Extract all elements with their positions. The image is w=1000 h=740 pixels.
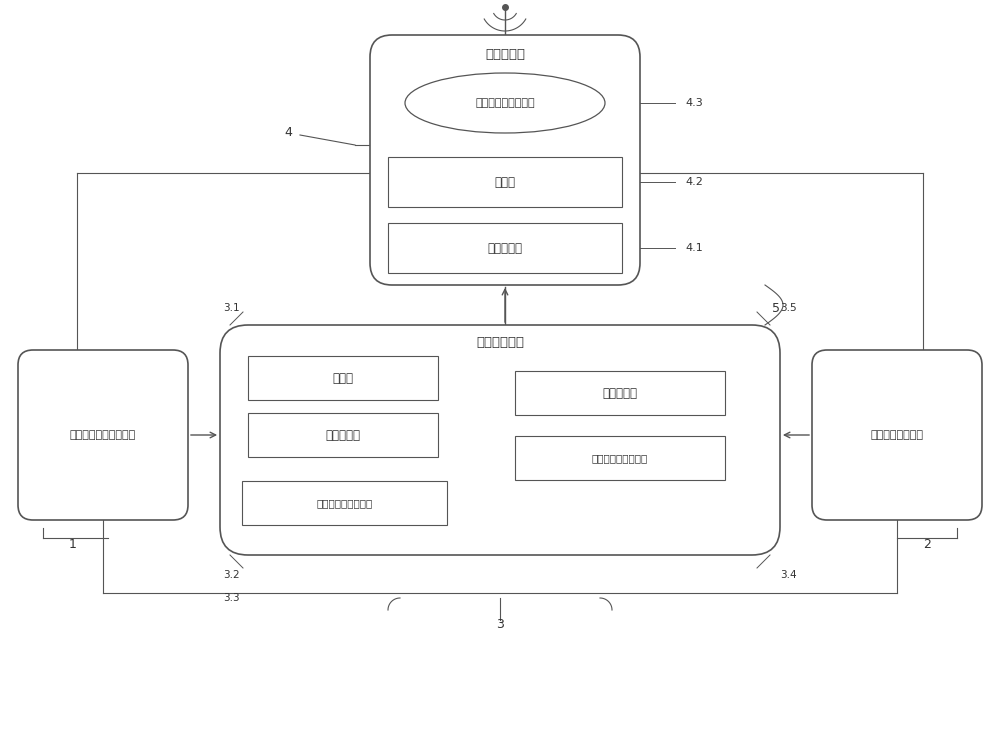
Text: 3.2: 3.2 bbox=[223, 570, 240, 580]
Text: 超声波信号接收单元: 超声波信号接收单元 bbox=[592, 453, 648, 463]
Text: 无线网络调制解调器: 无线网络调制解调器 bbox=[475, 98, 535, 108]
Text: 存储器: 存储器 bbox=[495, 175, 516, 189]
Text: 3.3: 3.3 bbox=[223, 593, 240, 603]
Bar bbox=[242, 481, 447, 525]
Text: 机车状态信息采集模块: 机车状态信息采集模块 bbox=[70, 430, 136, 440]
Bar bbox=[388, 157, 622, 207]
Text: 1: 1 bbox=[69, 539, 77, 551]
Text: 信号编码器: 信号编码器 bbox=[602, 386, 638, 400]
Text: 3.5: 3.5 bbox=[780, 303, 797, 313]
Text: 超声波信号激励单元: 超声波信号激励单元 bbox=[316, 498, 373, 508]
Bar bbox=[515, 371, 725, 415]
FancyBboxPatch shape bbox=[220, 325, 780, 555]
Text: 3.1: 3.1 bbox=[223, 303, 240, 313]
Text: 计时器: 计时器 bbox=[333, 371, 354, 385]
Text: 3: 3 bbox=[496, 619, 504, 631]
Text: 4.2: 4.2 bbox=[685, 177, 703, 187]
Text: 图像采集模块: 图像采集模块 bbox=[476, 335, 524, 349]
Text: 笔记本电脑: 笔记本电脑 bbox=[485, 47, 525, 61]
Bar bbox=[515, 436, 725, 480]
Text: 环境参数检测模块: 环境参数检测模块 bbox=[870, 430, 923, 440]
Text: 4.3: 4.3 bbox=[685, 98, 703, 108]
Bar bbox=[248, 413, 438, 457]
Text: 变频控制器: 变频控制器 bbox=[326, 428, 361, 442]
Text: 4.1: 4.1 bbox=[685, 243, 703, 253]
Text: 2: 2 bbox=[923, 539, 931, 551]
FancyBboxPatch shape bbox=[812, 350, 982, 520]
Text: 3.4: 3.4 bbox=[780, 570, 797, 580]
Bar bbox=[388, 223, 622, 273]
Ellipse shape bbox=[405, 73, 605, 133]
Text: 中央处理器: 中央处理器 bbox=[488, 241, 522, 255]
FancyBboxPatch shape bbox=[18, 350, 188, 520]
FancyBboxPatch shape bbox=[370, 35, 640, 285]
Text: 4: 4 bbox=[284, 126, 292, 138]
Bar bbox=[248, 356, 438, 400]
Text: 5: 5 bbox=[772, 301, 780, 314]
